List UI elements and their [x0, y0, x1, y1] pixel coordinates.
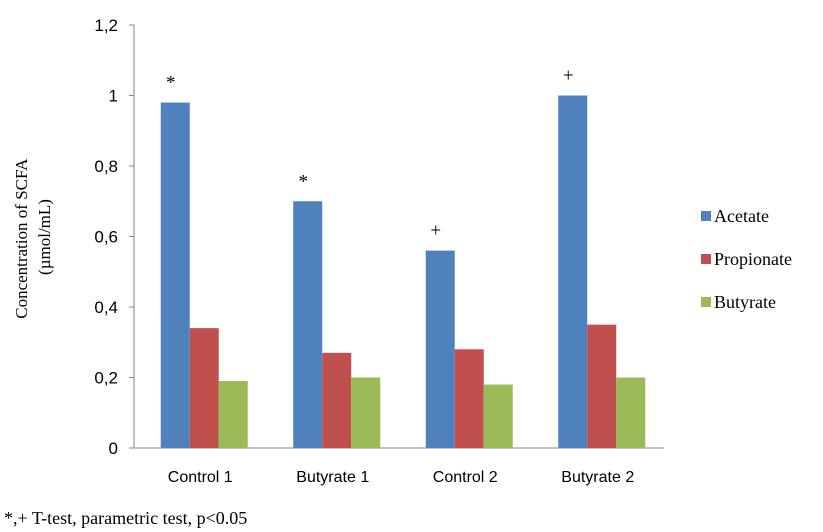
y-tick-label: 0,8	[94, 157, 118, 176]
y-tick-label: 0,6	[94, 228, 118, 247]
category-label: Butyrate 1	[296, 469, 369, 486]
y-axis-label: Concentration of SCFA (µmol/mL)	[12, 155, 54, 319]
bar-butyrate-2	[351, 377, 381, 448]
bar-propionate-4	[587, 324, 617, 448]
legend-swatch-propionate	[701, 254, 711, 264]
bar-butyrate-4	[616, 377, 646, 448]
y-tick-label: 1	[109, 87, 118, 106]
category-label: Control 1	[168, 469, 233, 486]
bar-butyrate-3	[483, 384, 513, 448]
y-axis-label-line1: Concentration of SCFA	[12, 158, 31, 319]
bar-acetate-4	[558, 95, 588, 448]
y-axis-label-line2: (µmol/mL)	[35, 199, 54, 275]
legend-swatch-acetate	[701, 211, 711, 221]
y-tick-label: 0	[109, 439, 118, 458]
y-tick-label: 0,4	[94, 298, 118, 317]
bars	[160, 95, 646, 449]
category-labels: Control 1 Butyrate 1 Control 2 Butyrate 2	[168, 469, 635, 486]
significance-mark: *	[166, 73, 176, 94]
bar-propionate-3	[454, 349, 484, 448]
legend-label-butyrate: Butyrate	[714, 292, 776, 312]
significance-mark: +	[563, 66, 574, 87]
footnote: *,+ T-test, parametric test, p<0.05	[4, 508, 247, 528]
y-tick-label: 1,2	[94, 16, 118, 35]
legend-label-propionate: Propionate	[714, 249, 792, 269]
legend-swatch-butyrate	[701, 297, 711, 307]
bar-acetate-2	[293, 201, 323, 448]
legend-label-acetate: Acetate	[714, 206, 769, 226]
bar-butyrate-1	[218, 381, 248, 448]
significance-marks: * * + +	[166, 66, 574, 242]
category-label: Control 2	[433, 469, 498, 486]
bar-acetate-1	[160, 102, 190, 449]
legend: Acetate Propionate Butyrate	[701, 206, 792, 312]
significance-mark: *	[299, 171, 309, 192]
y-ticks: 0 0,2 0,4 0,6 0,8 1 1,2	[94, 16, 134, 458]
y-tick-label: 0,2	[94, 369, 118, 388]
category-label: Butyrate 2	[561, 469, 634, 486]
bar-propionate-1	[189, 328, 219, 448]
significance-mark: +	[430, 221, 441, 242]
bar-acetate-3	[425, 250, 455, 448]
bar-propionate-2	[322, 352, 352, 448]
